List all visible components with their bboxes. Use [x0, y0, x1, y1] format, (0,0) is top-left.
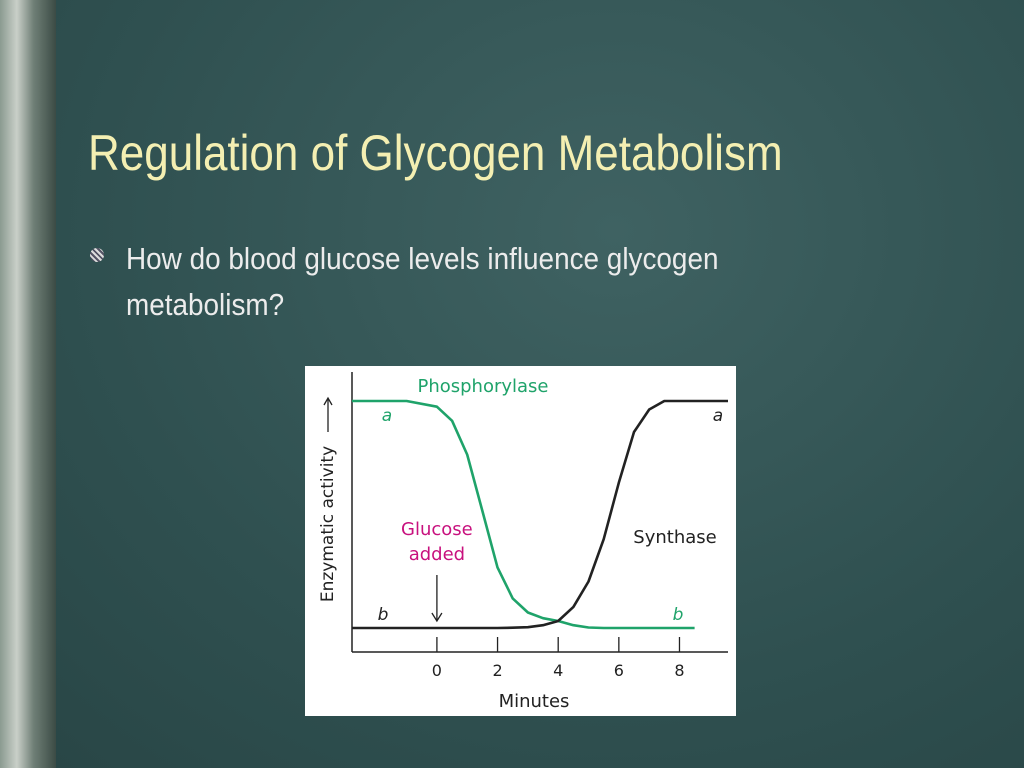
series-line [352, 399, 728, 630]
y-axis-arrowhead [323, 396, 333, 406]
bullet-text: How do blood glucose levels influence gl… [126, 241, 719, 322]
event-arrowhead [431, 612, 443, 623]
x-tick-label: 4 [553, 661, 563, 680]
curve-annotation: a [382, 406, 392, 426]
y-axis-label-group: Enzymatic activity [318, 396, 338, 602]
x-tick-label: 6 [614, 661, 624, 680]
x-axis-label: Minutes [499, 691, 570, 712]
y-axis-label: Enzymatic activity [318, 446, 338, 602]
series-label: Phosphorylase [417, 376, 548, 397]
event-label: Glucose [401, 519, 473, 540]
slide-title: Regulation of Glycogen Metabolism [88, 125, 783, 181]
x-tick-label: 2 [492, 661, 502, 680]
chart-bg [305, 366, 736, 716]
x-tick-label: 8 [674, 661, 684, 680]
chart: Minutes Enzymatic activity 0 2 4 6 8 Phosphor… [305, 366, 736, 716]
curve-annotation: b [378, 605, 389, 625]
curve-annotation: a [713, 406, 723, 426]
bullet-icon [90, 248, 104, 262]
series-label: Synthase [633, 527, 716, 548]
series-line [352, 399, 695, 630]
decor-strip [0, 0, 56, 768]
x-tick-label: 0 [432, 661, 442, 680]
curve-annotation: b [673, 605, 684, 625]
event-label: added [409, 544, 465, 565]
